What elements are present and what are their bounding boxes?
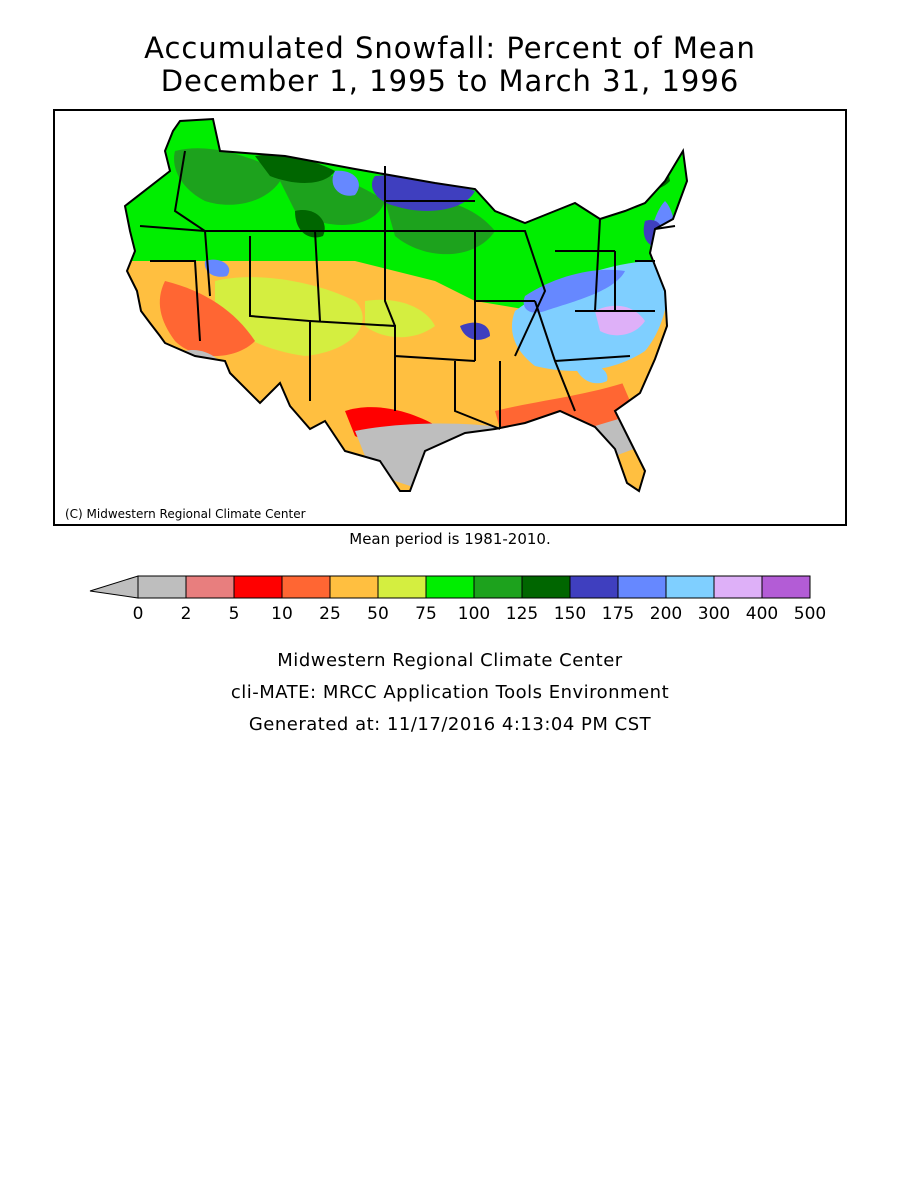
snowfall-color-fill [125,119,687,491]
legend-color-swatch [521,575,571,599]
legend-tick-label: 150 [554,604,586,624]
legend-color-swatch [761,575,811,599]
legend-color-swatch [281,575,331,599]
legend-color-swatch [377,575,427,599]
legend-tick-label: 0 [133,604,144,624]
color-legend: 0 2 5 10 25 50 75 100 125 150 175 200 300 400 500 [89,575,826,624]
state-boundaries [123,117,689,493]
us-snowfall-map-graphic [123,117,689,493]
legend-color-swatch [185,575,235,599]
legend-tick-label: 25 [319,604,341,624]
footer-generated-time: Generated at: 11/17/2016 4:13:04 PM CST [248,714,652,735]
legend-tick-label: 5 [229,604,240,624]
legend-color-swatch [329,575,379,599]
legend-color-swatch [569,575,619,599]
footer-application: cli-MATE: MRCC Application Tools Environ… [230,682,670,703]
legend-color-swatch [425,575,475,599]
legend-color-swatch [713,575,763,599]
legend-tick-label: 75 [415,604,437,624]
map-date-range: December 1, 1995 to March 31, 1996 [160,64,740,98]
legend-below-arrow [89,575,139,599]
legend-tick-label: 100 [458,604,490,624]
legend-tick-label: 175 [602,604,634,624]
legend-tick-label: 125 [506,604,538,624]
legend-color-swatch [617,575,667,599]
legend-tick-label: 50 [367,604,389,624]
mean-period-note: Mean period is 1981-2010. [349,530,551,548]
legend-tick-label: 200 [650,604,682,624]
legend-tick-label: 500 [794,604,826,624]
legend-tick-label: 2 [181,604,192,624]
legend-tick-label: 300 [698,604,730,624]
legend-tick-label: 10 [271,604,293,624]
legend-color-swatch [473,575,523,599]
map-copyright: (C) Midwestern Regional Climate Center [65,507,306,521]
legend-color-swatch [233,575,283,599]
snowfall-map: (C) Midwestern Regional Climate Center [53,109,847,526]
legend-color-swatch [665,575,715,599]
footer-organization: Midwestern Regional Climate Center [277,650,623,671]
legend-color-swatch [137,575,187,599]
map-title: Accumulated Snowfall: Percent of Mean [144,31,756,65]
legend-tick-label: 400 [746,604,778,624]
